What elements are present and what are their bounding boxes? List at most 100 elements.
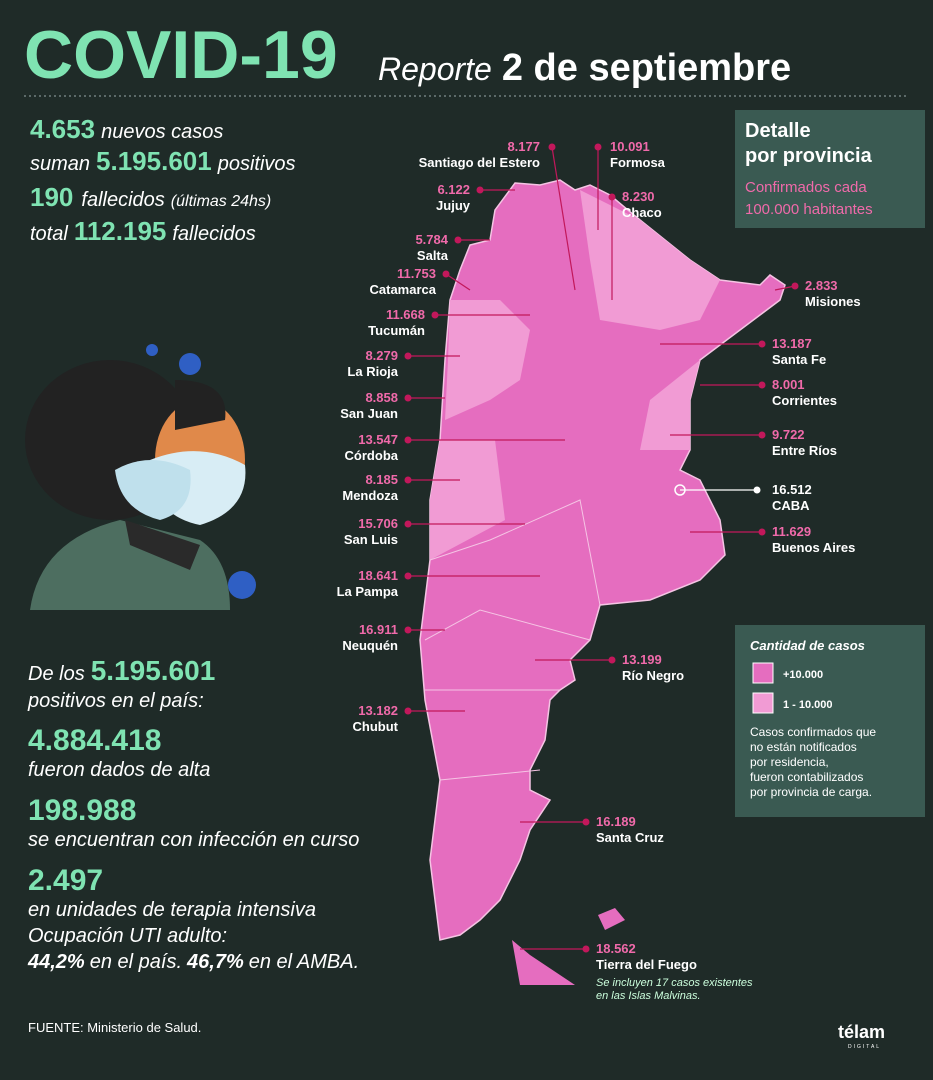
- breakdown-text: en unidades de terapia intensiva: [28, 899, 316, 921]
- leader-dot: [404, 572, 412, 580]
- province-value: 8.001: [772, 377, 805, 392]
- province-value: 18.562: [596, 941, 636, 956]
- legend-box: [735, 625, 925, 817]
- text: suman: [30, 153, 90, 175]
- text: fallecidos: [172, 223, 255, 245]
- breakdown-value: 4.884.418: [28, 724, 161, 757]
- province-name: Jujuy: [436, 198, 471, 213]
- legend-note: no están notificados: [750, 740, 857, 754]
- leader-dot: [454, 236, 462, 244]
- province-value: 8.185: [365, 472, 398, 487]
- leader-dot: [753, 486, 761, 494]
- province-name: Río Negro: [622, 668, 684, 683]
- province-name: San Juan: [340, 406, 398, 421]
- leader-dot: [758, 528, 766, 536]
- falklands-note: Se incluyen 17 casos existentes: [596, 977, 753, 989]
- value: 4.653: [30, 114, 95, 144]
- leader-dot: [404, 476, 412, 484]
- province-name: Tierra del Fuego: [596, 957, 697, 972]
- province-name: Misiones: [805, 294, 861, 309]
- province-value: 11.753: [397, 266, 436, 281]
- leader-line: [551, 146, 576, 291]
- province-name: CABA: [772, 498, 810, 513]
- leader-dot: [582, 945, 590, 953]
- detail-box: [735, 110, 925, 228]
- value: 5.195.601: [96, 146, 212, 176]
- leader-dot: [404, 436, 412, 444]
- province-value: 5.784: [415, 232, 448, 247]
- leader-dot: [431, 311, 439, 319]
- leader-dot: [582, 818, 590, 826]
- leader-dot: [758, 431, 766, 439]
- falklands-note: en las Islas Malvinas.: [596, 990, 701, 1002]
- illustration: [25, 344, 256, 610]
- text: De los: [28, 663, 85, 685]
- detail-title: por provincia: [745, 145, 873, 167]
- text: en el país.: [90, 951, 182, 973]
- leader-line: [445, 273, 471, 291]
- breakdown-value: 2.497: [28, 864, 103, 897]
- caba-marker: [674, 484, 686, 496]
- leader-dot: [404, 520, 412, 528]
- province-name: Buenos Aires: [772, 540, 855, 555]
- legend-swatch: [752, 692, 774, 714]
- province-value: 8.279: [365, 348, 398, 363]
- summary-line: suman 5.195.601 positivos: [30, 146, 296, 176]
- value: 5.195.601: [91, 655, 216, 686]
- leader-dot: [791, 282, 799, 290]
- province-name: Chubut: [353, 719, 399, 734]
- province-name: Entre Ríos: [772, 443, 837, 458]
- province-name: Santiago del Estero: [419, 155, 540, 170]
- province-value: 16.189: [596, 814, 636, 829]
- province-value: 16.512: [772, 482, 812, 497]
- leader-dot: [758, 340, 766, 348]
- value: 46,7%: [186, 951, 244, 973]
- text: fallecidos: [81, 189, 164, 211]
- leader-dot: [404, 707, 412, 715]
- text: nuevos casos: [101, 121, 223, 143]
- province-value: 13.182: [358, 703, 398, 718]
- province-value: 13.547: [358, 432, 398, 447]
- title: COVID-19: [24, 17, 338, 93]
- leader-dot: [594, 143, 602, 151]
- legend-note: por residencia,: [750, 755, 829, 769]
- province-value: 16.911: [359, 622, 398, 637]
- leader-dot: [476, 186, 484, 194]
- leader-dot: [548, 143, 556, 151]
- breakdown-intro: positivos en el país:: [27, 690, 204, 712]
- text: total: [30, 223, 68, 245]
- breakdown-text: fueron dados de alta: [28, 759, 210, 781]
- province-name: San Luis: [344, 532, 398, 547]
- province-value: 15.706: [358, 516, 398, 531]
- note: (últimas 24hs): [171, 193, 271, 210]
- text: positivos: [217, 153, 296, 175]
- legend-swatch: [752, 662, 774, 684]
- leader-dot: [404, 352, 412, 360]
- province-value: 2.833: [805, 278, 838, 293]
- province-name: Mendoza: [342, 488, 398, 503]
- breakdown-text: se encuentran con infección en curso: [28, 829, 359, 851]
- province-name: Córdoba: [345, 448, 399, 463]
- legend-note: por provincia de carga.: [750, 785, 872, 799]
- leader-dot: [404, 626, 412, 634]
- province-name: La Rioja: [347, 364, 398, 379]
- uti-label: Ocupación UTI adulto:: [28, 925, 227, 947]
- map: [419, 179, 786, 985]
- legend-label: 1 - 10.000: [783, 699, 833, 711]
- breakdown-value: 198.988: [28, 794, 136, 827]
- leader-dot: [608, 193, 616, 201]
- province-name: Corrientes: [772, 393, 837, 408]
- legend-note: fueron contabilizados: [750, 770, 863, 784]
- brand: télam: [838, 1022, 885, 1042]
- brand-sub: DIGITAL: [848, 1044, 881, 1050]
- legend-label: +10.000: [783, 669, 823, 681]
- province-name: Santa Fe: [772, 352, 826, 367]
- province-name: La Pampa: [337, 584, 399, 599]
- province-value: 13.187: [772, 336, 812, 351]
- text: en el AMBA.: [249, 951, 359, 973]
- province-name: Chaco: [622, 205, 662, 220]
- leader-dot: [442, 270, 450, 278]
- province-value: 10.091: [610, 139, 650, 154]
- subtitle: Reporte 2 de septiembre: [378, 47, 791, 89]
